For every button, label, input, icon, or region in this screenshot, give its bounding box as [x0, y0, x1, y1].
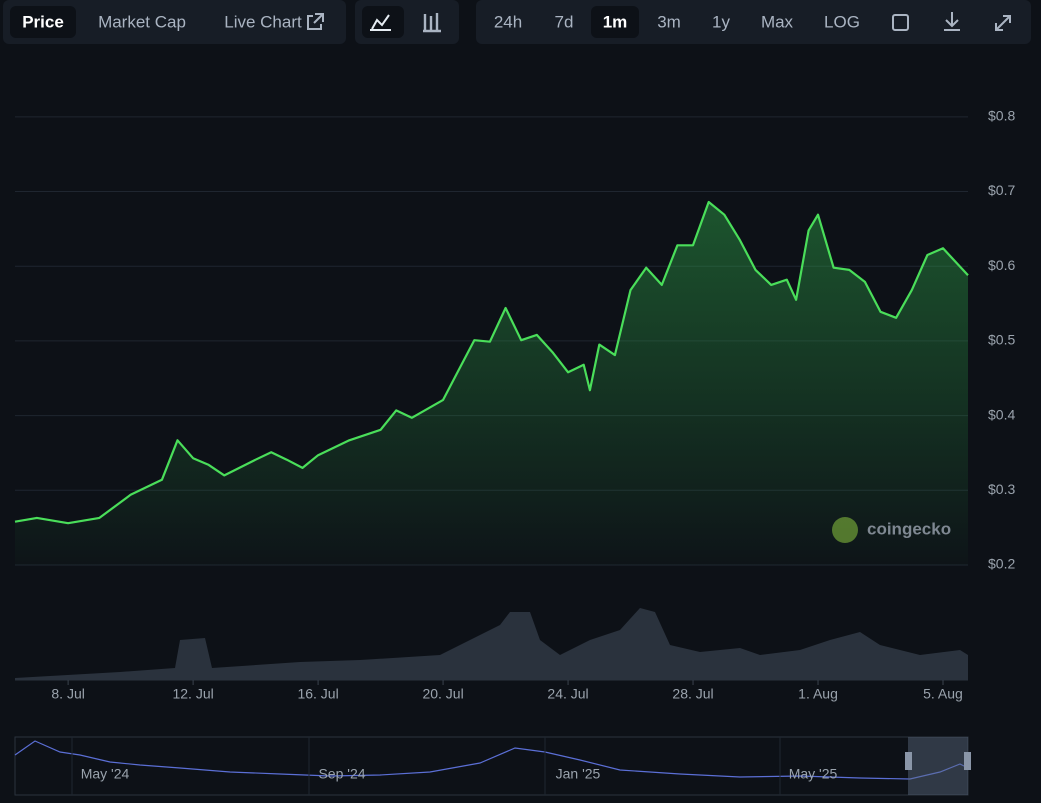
y-tick-label: $0.8 — [988, 108, 1015, 124]
range-button[interactable]: LOG — [824, 12, 860, 31]
calendar-icon[interactable] — [892, 14, 909, 31]
external-link-icon — [307, 13, 324, 30]
tab[interactable]: Live Chart — [224, 12, 302, 31]
toolbar-icons — [892, 12, 1011, 31]
navigator-label: Jan '25 — [556, 766, 601, 782]
y-tick-label: $0.4 — [988, 406, 1015, 422]
navigator — [14, 736, 969, 796]
fullscreen-icon[interactable] — [995, 15, 1011, 31]
tab[interactable]: Market Cap — [98, 12, 186, 31]
y-tick-label: $0.2 — [988, 556, 1015, 572]
volume-area — [15, 608, 968, 680]
y-tick-label: $0.6 — [988, 257, 1015, 273]
navigator-handle[interactable] — [905, 752, 912, 770]
tab-group — [3, 0, 346, 44]
range-button[interactable]: 24h — [494, 12, 522, 31]
y-tick-label: $0.3 — [988, 481, 1015, 497]
x-tick-label: 16. Jul — [297, 686, 338, 702]
download-icon[interactable] — [944, 12, 960, 31]
tab[interactable]: Price — [22, 12, 64, 31]
x-tick-label: 1. Aug — [798, 686, 838, 702]
price-area — [15, 202, 968, 565]
range-button[interactable]: Max — [761, 12, 794, 31]
range-button[interactable]: 1y — [712, 12, 730, 31]
navigator-handle[interactable] — [964, 752, 971, 770]
y-tick-label: $0.5 — [988, 332, 1015, 348]
range-button[interactable]: 1m — [603, 12, 628, 31]
range-button[interactable]: 7d — [555, 12, 574, 31]
active-range — [591, 6, 639, 38]
price-line — [14, 200, 969, 525]
x-tick-label: 24. Jul — [547, 686, 588, 702]
active-tab — [10, 6, 76, 38]
line-chart-icon[interactable] — [370, 14, 391, 31]
x-tick-label: 8. Jul — [51, 686, 84, 702]
navigator-label: May '24 — [81, 766, 130, 782]
x-tick-label: 5. Aug — [923, 686, 963, 702]
navigator-line — [14, 740, 969, 780]
x-tick-label: 28. Jul — [672, 686, 713, 702]
watermark: coingecko — [867, 519, 951, 538]
navigator-label: Sep '24 — [318, 766, 365, 782]
navigator-label: May '25 — [789, 766, 838, 782]
navigator-selection[interactable] — [908, 737, 968, 795]
watermark-logo — [832, 517, 858, 543]
x-tick-label: 12. Jul — [172, 686, 213, 702]
range-button[interactable]: 3m — [657, 12, 681, 31]
x-tick-label: 20. Jul — [422, 686, 463, 702]
candle-chart-icon[interactable] — [423, 13, 441, 33]
y-tick-label: $0.7 — [988, 182, 1015, 198]
